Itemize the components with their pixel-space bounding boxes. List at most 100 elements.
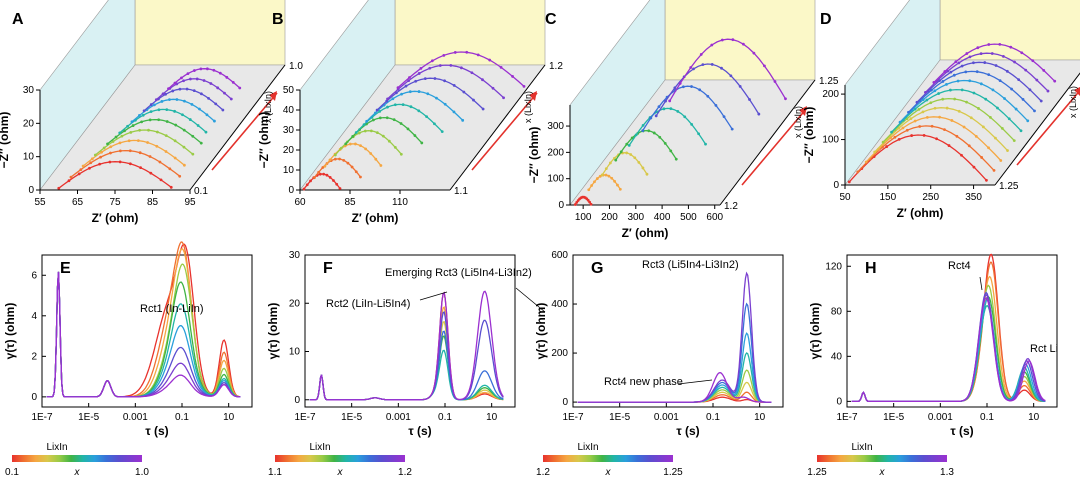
drt-series-9 — [851, 293, 1046, 403]
nyquist-point — [1031, 59, 1035, 63]
nyquist-point — [168, 167, 172, 171]
nyquist-point — [1003, 97, 1006, 100]
nyquist-point — [663, 141, 667, 145]
drt-series-8 — [46, 271, 241, 398]
nyquist-point — [1010, 87, 1013, 91]
x-tick-label: 1E-5 — [883, 412, 905, 423]
nyquist-point — [949, 88, 952, 92]
depth-axis-label: x (LixIn) — [1068, 86, 1078, 118]
nyquist-point — [442, 53, 446, 57]
nyquist-point — [426, 92, 430, 96]
nyquist-point — [338, 187, 342, 190]
nyquist-point — [321, 166, 325, 169]
nyquist-point — [417, 109, 421, 113]
drt-series-8 — [309, 290, 504, 401]
nyquist-point — [182, 128, 186, 132]
nyquist-point — [992, 168, 996, 172]
nyquist-point — [625, 142, 629, 146]
x-tick-label: 0.001 — [123, 412, 148, 423]
nyquist-point — [618, 187, 622, 191]
nyquist-point — [598, 174, 602, 178]
x-tick-label: 250 — [922, 192, 939, 203]
nyquist-series-6 — [355, 103, 443, 134]
nyquist-point — [953, 97, 957, 101]
depth-start-label: 1.2 — [724, 201, 738, 212]
annotation: Rct4 new phase — [604, 376, 683, 388]
nyquist-point — [118, 141, 122, 145]
nyquist-point — [149, 171, 153, 175]
nyquist-series-5 — [882, 97, 1015, 143]
nyquist-point — [741, 42, 745, 46]
nyquist-series-3 — [865, 116, 1002, 163]
y-tick-label: 0 — [28, 185, 34, 196]
nyquist-point — [945, 82, 948, 86]
nyquist-point — [129, 130, 133, 134]
nyquist-point — [932, 81, 936, 84]
nyquist-point — [128, 149, 132, 153]
nyquist-point — [929, 101, 933, 105]
drt-series-10 — [46, 271, 241, 398]
x-tick-label: 75 — [109, 197, 121, 208]
nyquist-point — [704, 142, 707, 146]
nyquist-point — [664, 99, 667, 103]
nyquist-point — [641, 123, 645, 127]
depth-end-label: 1.0 — [289, 61, 303, 72]
panel-c: C 100 200 300 400 500 600 0 100 200 300 Z′ (ohm) −Z″… — [527, 0, 839, 240]
y-tick-label: 10 — [283, 165, 295, 176]
nyquist-point — [1009, 45, 1013, 49]
nyquist-point — [885, 145, 889, 148]
nyquist-point — [364, 147, 368, 151]
panel-label: B — [272, 11, 284, 28]
nyquist-point — [386, 105, 389, 109]
y-axis-label: γ(τ) (ohm) — [3, 303, 17, 360]
nyquist-point — [784, 97, 787, 101]
x-tick-label: 1E-7 — [836, 412, 858, 423]
nyquist-point — [645, 172, 649, 176]
nyquist-point — [146, 141, 149, 144]
nyquist-point — [147, 128, 150, 132]
nyquist-point — [625, 151, 629, 155]
panel-g: G 1E-7 1E-5 0.001 0.1 10 0 200 400 600 τ (s) γ(τ) (… — [534, 250, 784, 477]
nyquist-point — [983, 61, 987, 64]
nyquist-point — [175, 98, 179, 101]
nyquist-point — [1000, 127, 1004, 130]
nyquist-point — [57, 186, 61, 190]
nyquist-point — [173, 109, 177, 113]
nyquist-point — [342, 159, 346, 162]
x-tick-label: 0.001 — [928, 412, 953, 423]
nyquist-series-10 — [397, 51, 525, 89]
panel-label: A — [12, 11, 24, 28]
depth-arrow — [1016, 89, 1080, 166]
nyquist-point — [658, 135, 662, 139]
nyquist-point — [943, 70, 947, 73]
nyquist-point — [191, 152, 195, 156]
drt-series-9 — [46, 271, 241, 398]
nyquist-point — [138, 114, 141, 117]
nyquist-point — [683, 115, 687, 119]
nyquist-series-2 — [70, 149, 181, 178]
nyquist-point — [1020, 51, 1024, 55]
nyquist-point — [393, 103, 397, 107]
nyquist-point — [692, 67, 695, 71]
nyquist-point — [654, 114, 658, 118]
nyquist-point — [369, 152, 373, 155]
nyquist-point — [575, 201, 579, 204]
colorbar-title: LixIn — [309, 442, 330, 453]
y-tick-label: 4 — [31, 311, 37, 322]
nyquist-point — [346, 161, 350, 165]
nyquist-point — [381, 134, 385, 138]
nyquist-point — [979, 52, 983, 56]
nyquist-point — [452, 110, 456, 114]
y-tick-label: 30 — [289, 250, 301, 261]
y-tick-label: 0 — [558, 200, 564, 211]
x-tick-label: 10 — [1028, 412, 1040, 423]
nyquist-point — [127, 139, 131, 143]
nyquist-point — [318, 172, 322, 176]
nyquist-point — [182, 163, 186, 167]
drt-series-3 — [46, 247, 241, 398]
nyquist-point — [773, 80, 777, 83]
nyquist-point — [130, 120, 134, 124]
colorbar-label: 1.0 — [135, 467, 149, 477]
nyquist-point — [1028, 88, 1032, 92]
